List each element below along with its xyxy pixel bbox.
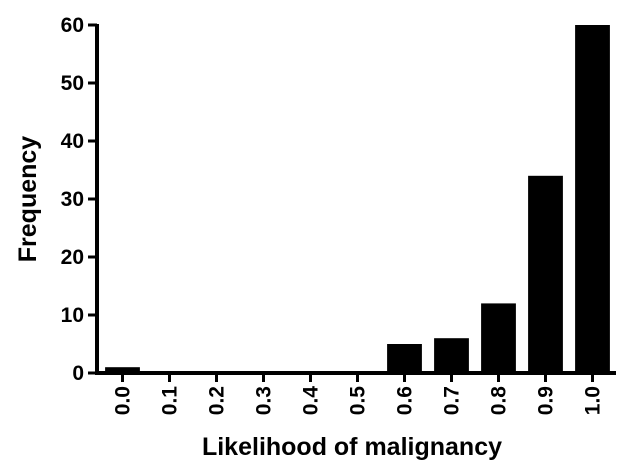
- x-tick-label: 0.7: [441, 386, 464, 415]
- x-tick-label: 0.8: [488, 386, 511, 416]
- x-tick-label: 0.3: [253, 386, 276, 415]
- bar-1.0: [575, 25, 610, 373]
- x-ticks-group: 0.0 0.1 0.2 0.3 0.4 0.5 0.6 0.7 0.8 0.9 1.0: [112, 373, 605, 415]
- bar-0.0: [105, 367, 140, 373]
- y-tick-label: 30: [61, 188, 84, 211]
- x-tick-label: 0.5: [347, 386, 370, 416]
- bars-group: [105, 25, 610, 373]
- x-tick-label: 0.1: [159, 386, 182, 416]
- x-tick-label: 0.2: [206, 386, 229, 415]
- y-tick-label: 0: [72, 362, 84, 385]
- y-tick-label: 50: [61, 72, 84, 95]
- bar-0.7: [434, 338, 469, 373]
- y-tick-label: 10: [61, 304, 84, 327]
- x-tick-label: 0.9: [535, 386, 558, 415]
- bar-0.8: [481, 303, 516, 373]
- x-axis-title: Likelihood of malignancy: [202, 433, 502, 461]
- x-tick-label: 0.6: [394, 386, 417, 415]
- y-tick-label: 40: [61, 130, 84, 153]
- y-ticks-group: 0 10 20 30 40 50 60: [61, 14, 97, 385]
- y-axis-title: Frequency: [14, 136, 42, 263]
- x-tick-label: 0.4: [300, 386, 323, 416]
- bar-0.6: [387, 344, 422, 373]
- bar-0.9: [528, 175, 563, 373]
- x-tick-label: 0.0: [112, 386, 135, 415]
- y-tick-label: 60: [61, 14, 84, 37]
- y-tick-label: 20: [61, 246, 84, 269]
- x-tick-label: 1.0: [582, 386, 605, 415]
